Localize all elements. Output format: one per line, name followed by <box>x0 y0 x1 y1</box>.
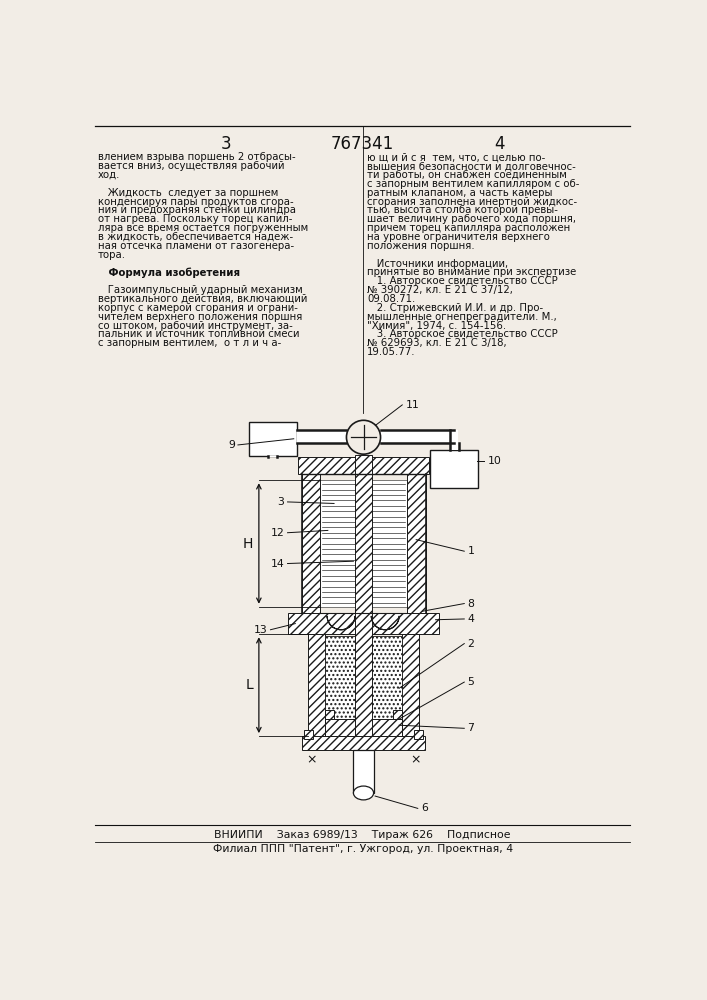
Bar <box>325 636 402 719</box>
Text: 4: 4 <box>494 135 504 153</box>
Text: шает величину рабочего хода поршня,: шает величину рабочего хода поршня, <box>368 214 576 224</box>
Text: 12: 12 <box>271 528 284 538</box>
Bar <box>325 710 334 719</box>
Text: с запорным вентилем капилляром с об-: с запорным вентилем капилляром с об- <box>368 179 580 189</box>
Bar <box>303 736 425 750</box>
Bar <box>430 450 478 488</box>
Text: Жидкость  следует за поршнем: Жидкость следует за поршнем <box>98 188 278 198</box>
Text: 767341: 767341 <box>331 135 395 153</box>
Text: 7: 7 <box>467 723 474 733</box>
Text: вается вниз, осуществляя рабочий: вается вниз, осуществляя рабочий <box>98 161 284 171</box>
Bar <box>414 730 423 739</box>
Text: мышленные огнепреградители. М.,: мышленные огнепреградители. М., <box>368 312 557 322</box>
Text: 3: 3 <box>221 135 231 153</box>
Text: в жидкость, обеспечивается надеж-: в жидкость, обеспечивается надеж- <box>98 232 293 242</box>
Text: 9: 9 <box>228 440 235 450</box>
Text: Формула изобретения: Формула изобретения <box>98 267 240 278</box>
Text: с запорным вентилем,  о т л и ч а-: с запорным вентилем, о т л и ч а- <box>98 338 281 348</box>
Text: от нагрева. Поскольку торец капил-: от нагрева. Поскольку торец капил- <box>98 214 292 224</box>
Text: ВНИИПИ    Заказ 6989/13    Тираж 626    Подписное: ВНИИПИ Заказ 6989/13 Тираж 626 Подписное <box>214 830 511 840</box>
Text: ×: × <box>306 753 317 766</box>
Text: 14: 14 <box>271 559 284 569</box>
Text: L: L <box>246 678 253 692</box>
Text: ход.: ход. <box>98 170 120 180</box>
Text: 09.08.71.: 09.08.71. <box>368 294 416 304</box>
Bar <box>269 456 277 457</box>
Text: Филиал ППП "Патент", г. Ужгород, ул. Проектная, 4: Филиал ППП "Патент", г. Ужгород, ул. Про… <box>213 844 513 854</box>
Bar <box>308 634 325 736</box>
Text: влением взрыва поршень 2 отбрасы-: влением взрыва поршень 2 отбрасы- <box>98 152 296 162</box>
Text: 8: 8 <box>467 599 474 609</box>
Text: 2. Стрижевский И.И. и др. Про-: 2. Стрижевский И.И. и др. Про- <box>368 303 544 313</box>
Bar <box>288 613 440 634</box>
Bar <box>355 455 372 736</box>
Text: Газоимпульсный ударный механизм: Газоимпульсный ударный механизм <box>98 285 303 295</box>
Wedge shape <box>371 616 399 630</box>
Text: 19.05.77.: 19.05.77. <box>368 347 416 357</box>
Bar <box>301 474 320 613</box>
Text: "Химия", 1974, с. 154-156.: "Химия", 1974, с. 154-156. <box>368 321 506 331</box>
Text: ти работы, он снабжен соединенным: ти работы, он снабжен соединенным <box>368 170 567 180</box>
Text: Источники информации,: Источники информации, <box>368 259 508 269</box>
Text: 1. Авторское свидетельство СССР: 1. Авторское свидетельство СССР <box>368 276 558 286</box>
Text: на уровне ограничителя верхнего: на уровне ограничителя верхнего <box>368 232 550 242</box>
Text: 1: 1 <box>467 546 474 556</box>
Text: 3. Авторское свидетельство СССР: 3. Авторское свидетельство СССР <box>368 329 558 339</box>
Text: тора.: тора. <box>98 250 126 260</box>
Text: 5: 5 <box>467 677 474 687</box>
Bar <box>450 430 458 450</box>
Text: 13: 13 <box>254 625 267 635</box>
Bar <box>298 457 428 474</box>
Bar <box>407 474 426 613</box>
Text: 2: 2 <box>467 639 474 649</box>
Text: вышения безопасности и долговечнос-: вышения безопасности и долговечнос- <box>368 161 576 171</box>
Text: чителем верхнего положения поршня: чителем верхнего положения поршня <box>98 312 302 322</box>
Text: ния и предохраняя стенки цилиндра: ния и предохраняя стенки цилиндра <box>98 205 296 215</box>
Wedge shape <box>327 616 355 630</box>
Bar <box>393 710 402 719</box>
Text: со штоком, рабочий инструмент, за-: со штоком, рабочий инструмент, за- <box>98 321 293 331</box>
Text: сгорания заполнена инертной жидкос-: сгорания заполнена инертной жидкос- <box>368 197 578 207</box>
Text: 6: 6 <box>421 803 428 813</box>
Text: № 390272, кл. Е 21 С 37/12,: № 390272, кл. Е 21 С 37/12, <box>368 285 513 295</box>
Bar <box>320 480 407 607</box>
Text: ю щ и й с я  тем, что, с целью по-: ю щ и й с я тем, что, с целью по- <box>368 152 546 162</box>
Text: 4: 4 <box>467 614 474 624</box>
Ellipse shape <box>354 786 373 800</box>
Text: 10: 10 <box>488 456 501 466</box>
Bar <box>354 750 373 793</box>
Text: № 629693, кл. Е 21 С 3/18,: № 629693, кл. Е 21 С 3/18, <box>368 338 507 348</box>
Text: пальник и источник топливной смеси: пальник и источник топливной смеси <box>98 329 299 339</box>
Text: принятые во внимание при экспертизе: принятые во внимание при экспертизе <box>368 267 577 277</box>
Text: положения поршня.: положения поршня. <box>368 241 475 251</box>
Text: вертикального действия, включающий: вертикального действия, включающий <box>98 294 307 304</box>
Text: 11: 11 <box>405 400 419 410</box>
Text: тью, высота столба которой превы-: тью, высота столба которой превы- <box>368 205 559 215</box>
Text: 3: 3 <box>278 497 284 507</box>
Text: причем торец капилляра расположен: причем торец капилляра расположен <box>368 223 571 233</box>
Text: ляра все время остается погруженным: ляра все время остается погруженным <box>98 223 308 233</box>
Bar <box>325 719 402 736</box>
Text: конденсируя пары продуктов сгора-: конденсируя пары продуктов сгора- <box>98 197 293 207</box>
Text: ×: × <box>410 753 421 766</box>
Bar <box>402 634 419 736</box>
Text: корпус с камерой сгорания и ограни-: корпус с камерой сгорания и ограни- <box>98 303 298 313</box>
Text: ная отсечка пламени от газогенера-: ная отсечка пламени от газогенера- <box>98 241 294 251</box>
Text: H: H <box>243 536 253 550</box>
Bar <box>297 430 346 443</box>
Bar <box>304 730 313 739</box>
Bar <box>249 422 297 456</box>
Bar <box>380 431 454 442</box>
Text: ратным клапаном, а часть камеры: ратным клапаном, а часть камеры <box>368 188 553 198</box>
